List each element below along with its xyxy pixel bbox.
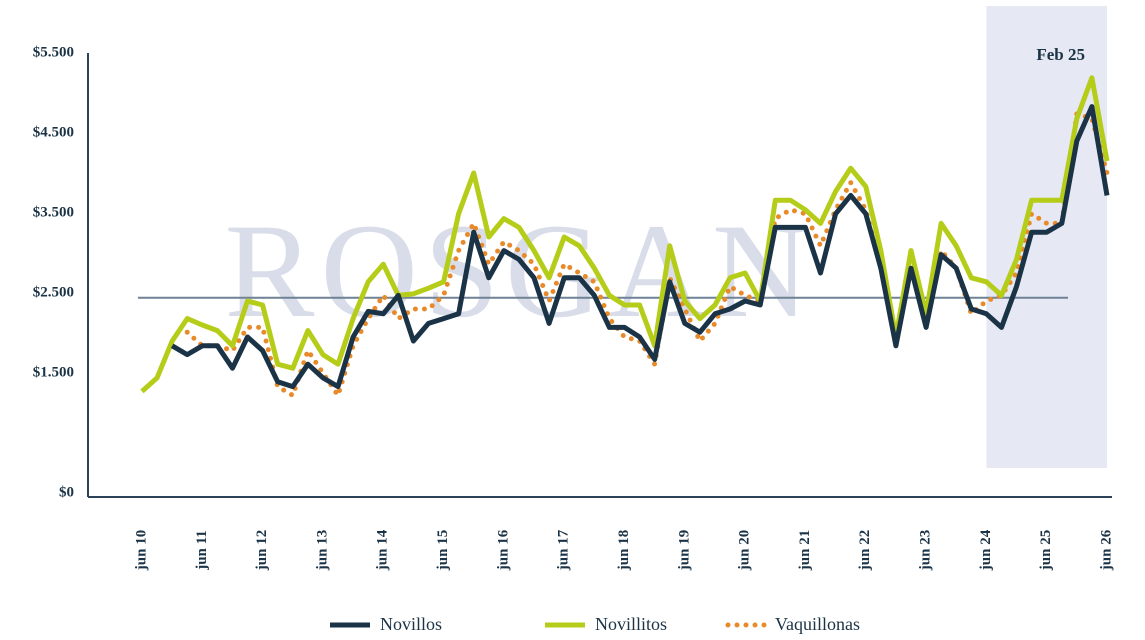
y-tick-label: $3.500 [33,204,74,220]
x-tick-group: jun 16 [495,529,511,571]
x-tick-label: jun 13 [314,530,330,571]
x-tick-label: jun 19 [676,530,692,571]
x-tick-label: jun 26 [1098,529,1114,571]
x-tick-label: jun 12 [254,530,270,571]
x-tick-label: jun 20 [737,530,753,571]
x-tick-group: jun 10 [133,530,149,571]
x-tick-label: jun 11 [194,530,210,571]
x-tick-label: jun 16 [495,529,511,571]
watermark: ROSGAN [224,197,815,346]
legend-label: Novillitos [595,614,667,634]
x-tick-group: jun 23 [918,530,934,571]
legend-label: Novillos [380,614,442,634]
x-tick-group: jun 17 [556,529,572,571]
y-tick-label: $5.500 [33,44,74,60]
x-tick-label: jun 25 [1038,530,1054,571]
x-tick-label: jun 10 [133,530,149,571]
x-tick-group: jun 26 [1098,529,1114,571]
x-tick-group: jun 13 [314,530,330,571]
y-tick-label: $1.500 [33,364,74,380]
legend-label: Vaquillonas [775,614,860,634]
highlight-band [986,6,1107,468]
chart: Feb 25 ROSGAN $0 $1.500 $2.500 $3.500 $4.500 $5… [0,0,1145,640]
x-tick-label: jun 18 [616,530,632,571]
highlight-label: Feb 25 [1036,45,1085,64]
x-tick-group: jun 14 [375,529,391,571]
x-tick-label: jun 23 [918,530,934,571]
x-tick-group: jun 20 [737,530,753,571]
x-tick-group: jun 21 [797,530,813,571]
x-tick-label: jun 15 [435,530,451,571]
y-tick-label: $0 [59,484,74,500]
x-tick-label: jun 21 [797,530,813,571]
x-tick-group: jun 11 [194,530,210,571]
x-tick-label: jun 17 [556,529,572,571]
x-tick-label: jun 14 [375,529,391,571]
x-tick-group: jun 22 [857,530,873,571]
x-tick-group: jun 15 [435,530,451,571]
y-tick-label: $2.500 [33,284,74,300]
x-tick-group: jun 12 [254,530,270,571]
y-tick-label: $4.500 [33,124,74,140]
x-tick-label: jun 22 [857,530,873,571]
x-tick-group: jun 19 [676,530,692,571]
x-tick-group: jun 25 [1038,530,1054,571]
x-tick-group: jun 24 [978,529,994,571]
x-tick-label: jun 24 [978,529,994,571]
x-tick-group: jun 18 [616,530,632,571]
